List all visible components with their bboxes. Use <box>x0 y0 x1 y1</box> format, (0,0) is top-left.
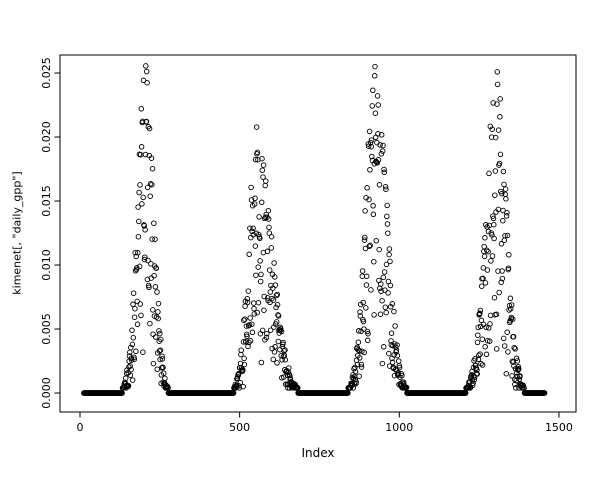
plot-box <box>59 54 577 413</box>
data-points <box>81 63 548 396</box>
y-tick-label: 0.000 <box>40 377 53 409</box>
x-tick-label: 0 <box>77 421 84 434</box>
x-axis: 0 500 1000 1500 <box>77 412 573 434</box>
y-tick-label: 0.025 <box>40 57 53 89</box>
x-tick-label: 500 <box>229 421 250 434</box>
y-tick-label: 0.010 <box>40 249 53 281</box>
y-axis-title: kimenet[, "daily_gpp"] <box>10 171 24 295</box>
x-tick-label: 1500 <box>545 421 573 434</box>
y-tick-label: 0.020 <box>40 121 53 153</box>
x-axis-title: Index <box>301 446 335 460</box>
x-tick-label: 1000 <box>385 421 413 434</box>
y-tick-label: 0.015 <box>40 185 53 217</box>
y-tick-label: 0.005 <box>40 313 53 345</box>
y-axis: 0.000 0.005 0.010 0.015 0.020 0.025 <box>40 57 60 409</box>
